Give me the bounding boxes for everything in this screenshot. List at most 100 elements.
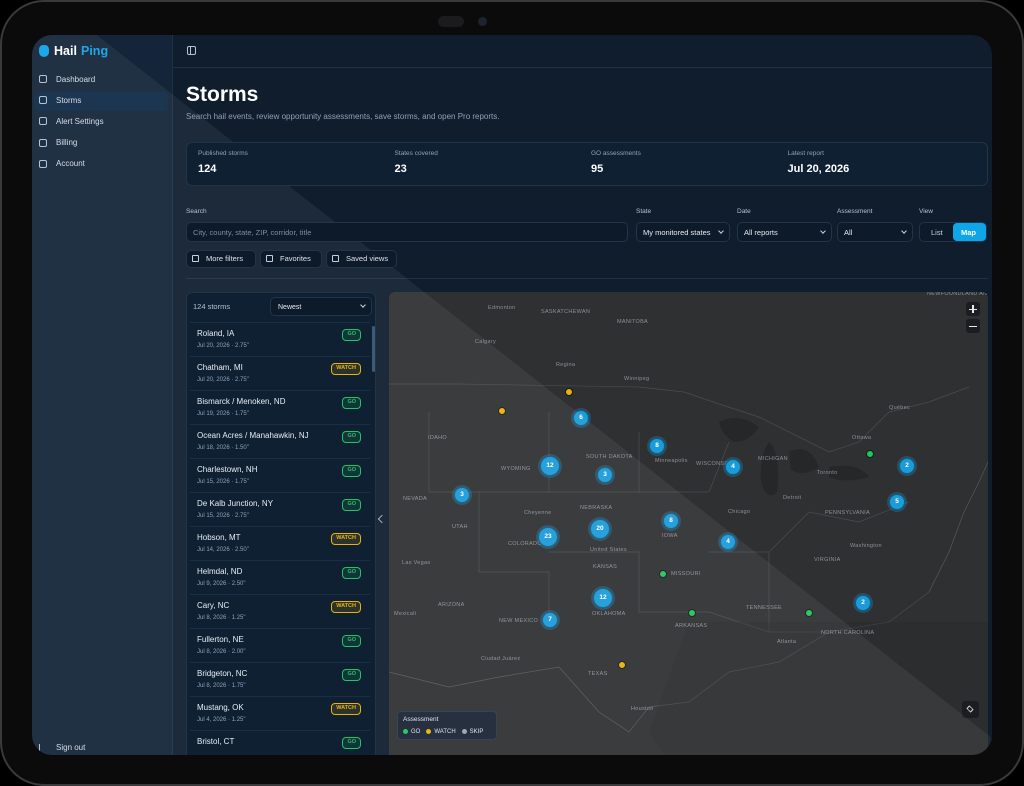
view-option[interactable]: List: [931, 228, 943, 237]
map-label: PENNSYLVANIA: [825, 510, 870, 516]
storm-cluster[interactable]: 8: [663, 513, 679, 529]
state-select[interactable]: [636, 222, 730, 242]
storm-name[interactable]: Bismarck / Menoken, ND: [197, 397, 286, 406]
view-map-active[interactable]: [953, 223, 986, 241]
storm-name[interactable]: Charlestown, NH: [197, 465, 258, 474]
storm-item-divider: [190, 390, 370, 391]
storm-meta: Jul 18, 2026 · 1.50": [197, 445, 249, 451]
storm-marker[interactable]: [565, 388, 573, 396]
stat-value: 95: [591, 163, 604, 175]
storm-meta: Jul 8, 2026 · 1.75": [197, 683, 246, 689]
storm-cluster[interactable]: 4: [725, 459, 741, 475]
filter-button[interactable]: [326, 250, 397, 268]
filter-button[interactable]: [260, 250, 322, 268]
map-label: Washington: [850, 543, 882, 549]
storm-item-divider: [190, 628, 370, 629]
storm-item-divider: [190, 492, 370, 493]
storm-item-divider: [190, 458, 370, 459]
storm-marker[interactable]: [659, 570, 667, 578]
page-subtitle: Search hail events, review opportunity a…: [186, 112, 500, 121]
nav-icon[interactable]: [39, 75, 47, 83]
map[interactable]: Edmonton SASKATCHEWAN MANITOBA Calgary Regin…: [389, 292, 988, 755]
storm-cluster[interactable]: 12: [540, 456, 560, 476]
storm-cluster[interactable]: 6: [573, 410, 589, 426]
zoom-in[interactable]: [966, 302, 980, 316]
storm-name[interactable]: Fullerton, NE: [197, 635, 244, 644]
storm-item-divider: [190, 696, 370, 697]
filter-button[interactable]: [186, 250, 256, 268]
collapse-list[interactable]: [377, 514, 387, 524]
map-label: Toronto: [817, 470, 838, 476]
nav-item[interactable]: Alert Settings: [56, 116, 104, 126]
nav-icon[interactable]: [39, 138, 47, 147]
storm-meta: Jul 20, 2026 · 2.75": [197, 343, 249, 349]
storm-marker[interactable]: [688, 609, 696, 617]
sensor: [438, 16, 464, 27]
zoom-icon: [972, 305, 974, 313]
storm-name[interactable]: Ocean Acres / Manahawkin, NJ: [197, 431, 309, 440]
map-label: United States: [590, 547, 627, 553]
map-label: TENNESSEE: [746, 605, 783, 611]
zoom-out[interactable]: [966, 319, 980, 333]
storm-cluster[interactable]: 3: [597, 467, 613, 483]
storm-name[interactable]: Bridgeton, NC: [197, 669, 248, 678]
storm-cluster[interactable]: 2: [855, 595, 871, 611]
status-badge: GO: [342, 465, 361, 477]
map-label: Minneapolis: [655, 458, 688, 464]
stat-label: States covered: [394, 150, 438, 157]
storm-cluster[interactable]: 3: [454, 487, 470, 503]
toggle-sidebar-icon[interactable]: [186, 45, 198, 57]
storm-name[interactable]: Bristol, CT: [197, 737, 235, 746]
storm-item-divider: [190, 594, 370, 595]
nav-item[interactable]: Billing: [56, 138, 78, 148]
storm-cluster[interactable]: 4: [720, 534, 736, 550]
storm-item-divider: [190, 424, 370, 425]
storm-marker[interactable]: [866, 450, 874, 458]
nav-icon[interactable]: [39, 159, 47, 168]
stats-card: [186, 142, 988, 186]
storm-cluster[interactable]: 20: [590, 519, 610, 539]
storm-name[interactable]: Hobson, MT: [197, 533, 241, 542]
sort-select[interactable]: [270, 297, 372, 316]
storm-name[interactable]: Chatham, MI: [197, 363, 243, 372]
map-label: TEXAS: [588, 671, 608, 677]
map-label: SASKATCHEWAN: [541, 309, 591, 315]
nav-item[interactable]: Account: [56, 159, 85, 169]
nav-item[interactable]: Storms: [56, 95, 82, 105]
storm-marker[interactable]: [618, 661, 626, 669]
stat-label: GO assessments: [591, 150, 641, 157]
storm-name[interactable]: Mustang, OK: [197, 703, 244, 712]
nav-item[interactable]: Dashboard: [56, 74, 96, 84]
storm-cluster[interactable]: 8: [649, 438, 665, 454]
filter-label: Assessment: [837, 208, 873, 215]
map-label: Regina: [556, 362, 576, 368]
storm-cluster[interactable]: 12: [593, 588, 613, 608]
status-badge: GO: [342, 737, 361, 749]
storm-cluster[interactable]: 23: [538, 527, 558, 547]
storm-cluster[interactable]: 7: [542, 612, 558, 628]
date-select[interactable]: [737, 222, 832, 242]
sign-out-icon[interactable]: [39, 744, 47, 752]
assessment-select[interactable]: [837, 222, 913, 242]
storm-name[interactable]: Helmdal, ND: [197, 567, 243, 576]
map-label: NEVADA: [403, 496, 428, 502]
brand-logo: [39, 45, 49, 57]
storm-cluster[interactable]: 5: [889, 494, 905, 510]
map-label: UTAH: [452, 524, 468, 530]
legend-swatch: [426, 729, 432, 734]
storm-cluster[interactable]: 2: [899, 458, 915, 474]
status-badge: GO: [342, 397, 361, 409]
status-badge: WATCH: [331, 601, 361, 613]
page-title: Storms: [186, 83, 259, 106]
storm-marker[interactable]: [805, 609, 813, 617]
storm-marker[interactable]: [498, 407, 506, 415]
view-option[interactable]: Map: [961, 228, 976, 237]
storm-name[interactable]: Roland, IA: [197, 329, 235, 338]
nav-icon[interactable]: [39, 96, 47, 105]
layers-button[interactable]: [962, 701, 979, 718]
storm-name[interactable]: Cary, NC: [197, 601, 230, 610]
sign-out[interactable]: Sign out: [56, 743, 86, 752]
nav-icon[interactable]: [39, 117, 47, 126]
search-input[interactable]: [186, 222, 628, 242]
storm-name[interactable]: De Kalb Junction, NY: [197, 499, 274, 508]
